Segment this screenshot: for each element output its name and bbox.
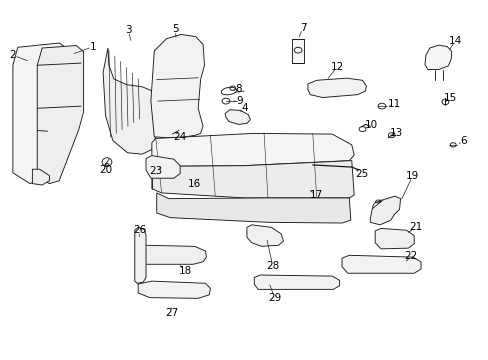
Ellipse shape (429, 49, 447, 65)
Polygon shape (369, 196, 400, 225)
Text: 13: 13 (389, 129, 403, 138)
Polygon shape (32, 169, 49, 185)
Text: 29: 29 (267, 293, 281, 303)
Polygon shape (103, 48, 156, 154)
Text: 8: 8 (235, 84, 242, 94)
Text: 19: 19 (405, 171, 419, 181)
Text: 12: 12 (330, 62, 343, 72)
Polygon shape (341, 255, 420, 273)
Text: 20: 20 (99, 165, 112, 175)
Polygon shape (37, 45, 83, 184)
Text: 18: 18 (178, 266, 191, 276)
Text: 26: 26 (133, 225, 146, 235)
Text: 4: 4 (241, 103, 247, 113)
Polygon shape (246, 225, 283, 246)
Text: 24: 24 (173, 132, 186, 142)
Polygon shape (424, 45, 451, 69)
Polygon shape (146, 156, 180, 178)
Text: 10: 10 (364, 121, 377, 130)
Text: 5: 5 (172, 24, 178, 35)
Polygon shape (152, 134, 353, 166)
Polygon shape (138, 281, 210, 298)
Text: 11: 11 (387, 99, 401, 109)
Polygon shape (307, 78, 366, 98)
Polygon shape (152, 158, 353, 198)
Text: 28: 28 (265, 261, 279, 271)
Polygon shape (138, 245, 206, 264)
Text: 2: 2 (10, 50, 16, 60)
Text: 9: 9 (236, 96, 243, 106)
Text: 15: 15 (443, 93, 456, 103)
Polygon shape (13, 43, 66, 184)
Text: 27: 27 (165, 309, 179, 318)
Ellipse shape (163, 62, 197, 98)
Text: 25: 25 (354, 168, 367, 179)
Text: 23: 23 (149, 166, 162, 176)
Text: 22: 22 (404, 251, 417, 261)
Polygon shape (224, 110, 250, 125)
Text: 7: 7 (299, 23, 305, 33)
Text: 21: 21 (408, 222, 422, 232)
Polygon shape (151, 35, 204, 138)
Bar (292, 39, 304, 63)
Text: 3: 3 (125, 25, 131, 35)
Text: 14: 14 (447, 36, 461, 46)
Text: 16: 16 (188, 179, 201, 189)
Text: 1: 1 (90, 42, 97, 51)
Polygon shape (135, 227, 146, 283)
Text: 17: 17 (309, 190, 323, 200)
Text: 6: 6 (460, 136, 466, 145)
Polygon shape (254, 275, 339, 289)
Polygon shape (374, 228, 413, 249)
Polygon shape (157, 193, 350, 223)
